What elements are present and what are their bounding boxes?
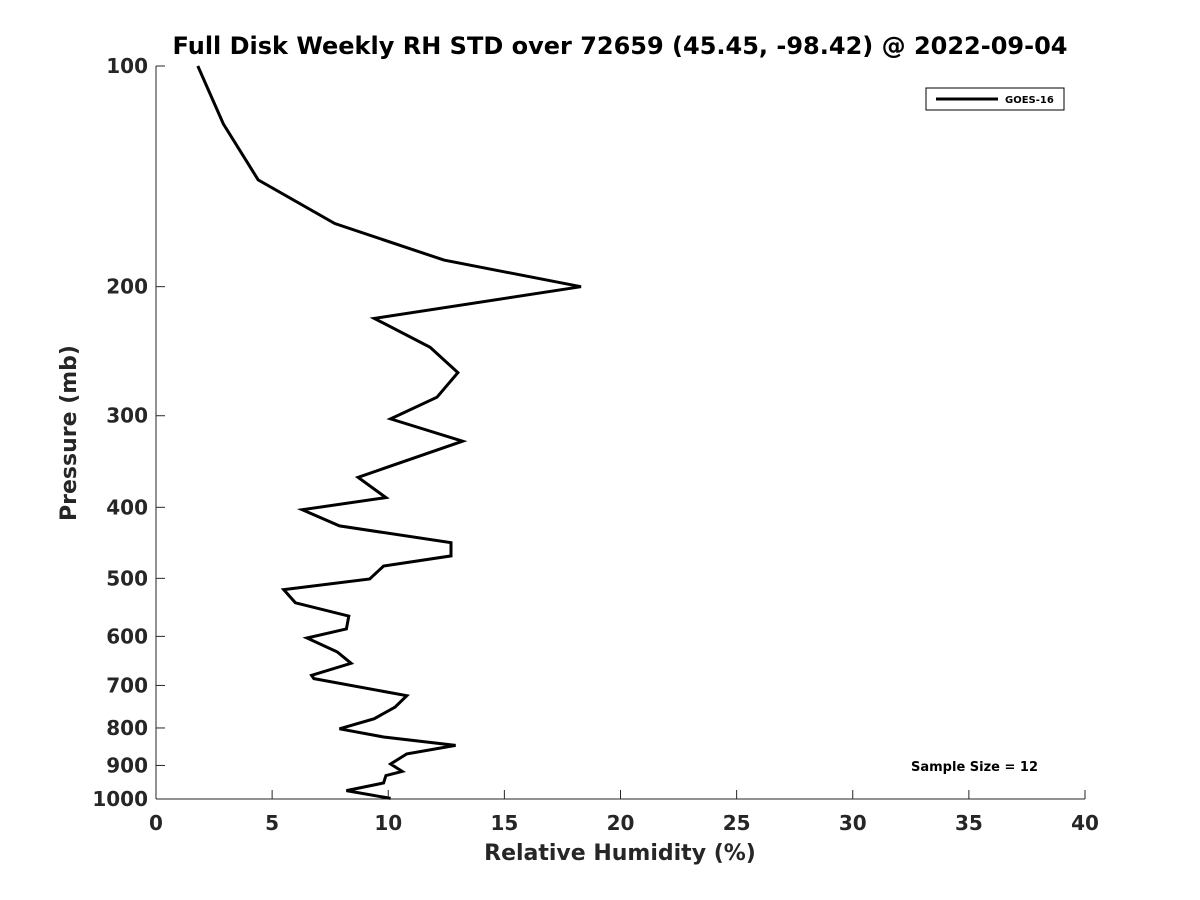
chart-title: Full Disk Weekly RH STD over 72659 (45.4…	[173, 32, 1068, 60]
x-tick-label: 20	[607, 811, 635, 835]
y-tick-label: 1000	[92, 787, 148, 811]
y-tick-label: 100	[106, 54, 148, 78]
y-tick-label: 600	[106, 624, 148, 648]
y-tick-label: 900	[106, 753, 148, 777]
series-line-goes-16	[196, 65, 582, 800]
y-axis-label: Pressure (mb)	[57, 345, 82, 521]
x-tick-label: 15	[490, 811, 518, 835]
axes: 0 5 10 15 20 25 30 35 40 100 200 300 400 500 600 700 800…	[92, 54, 1099, 835]
y-tick-label: 300	[106, 404, 148, 428]
x-tick-label: 0	[149, 811, 163, 835]
sample-size-annotation: Sample Size = 12	[911, 760, 1038, 775]
x-tick-label: 40	[1071, 811, 1099, 835]
x-tick-label: 35	[955, 811, 983, 835]
x-tick-label: 30	[839, 811, 867, 835]
y-tick-label: 500	[106, 566, 148, 590]
y-tick-label: 700	[106, 673, 148, 697]
y-tick-label: 800	[106, 716, 148, 740]
series-layer	[196, 65, 582, 800]
x-axis-label: Relative Humidity (%)	[484, 841, 756, 866]
legend: GOES-16	[925, 87, 1065, 111]
x-tick-label: 25	[723, 811, 751, 835]
legend-label-goes-16: GOES-16	[1005, 95, 1054, 106]
x-tick-label: 10	[374, 811, 402, 835]
x-tick-label: 5	[265, 811, 279, 835]
y-tick-label: 400	[106, 495, 148, 519]
y-tick-label: 200	[106, 275, 148, 299]
